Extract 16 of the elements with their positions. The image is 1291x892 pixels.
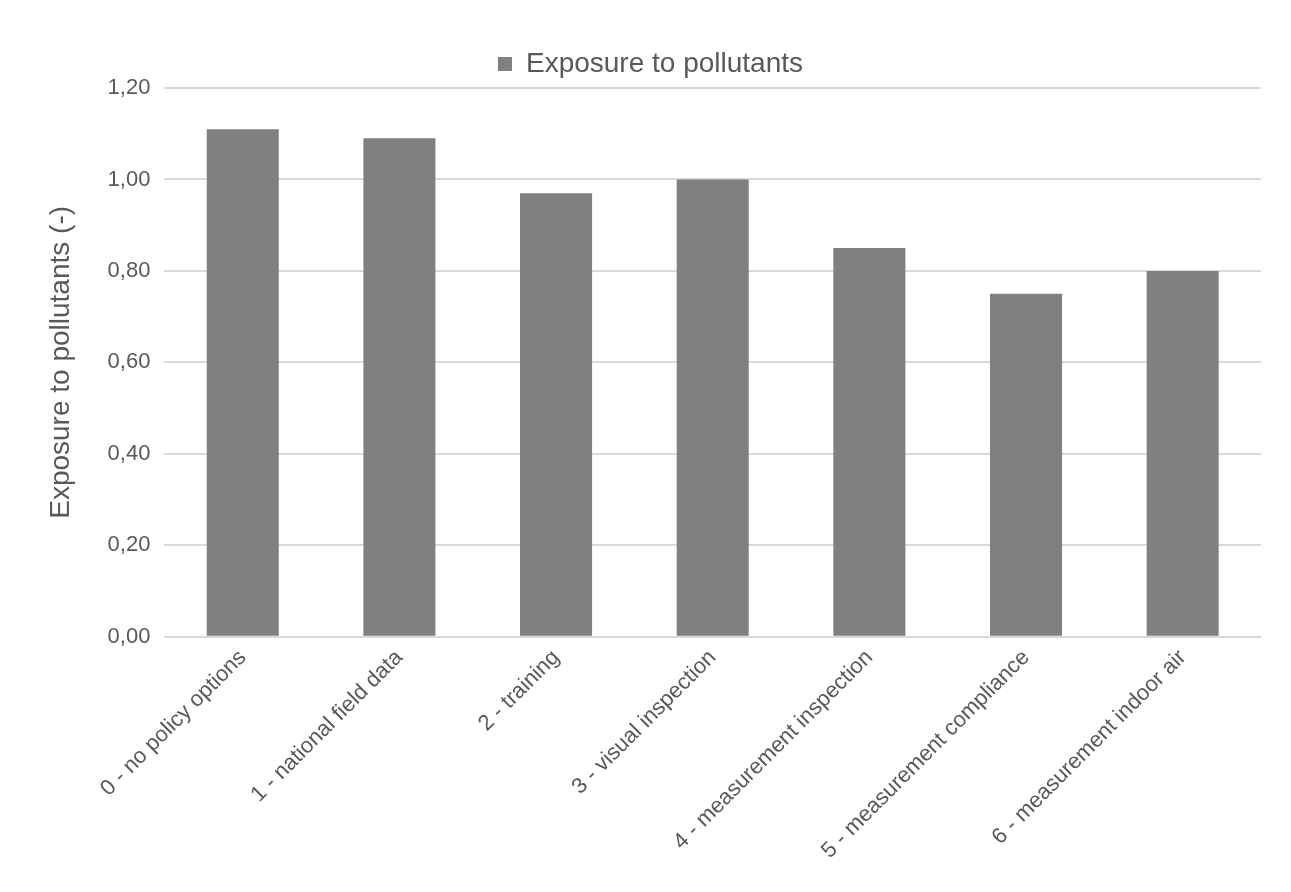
bar xyxy=(520,193,593,636)
y-tick-label: 0,60 xyxy=(107,348,151,374)
legend-label: Exposure to pollutants xyxy=(525,46,804,78)
y-tick-label: 0,80 xyxy=(107,256,151,282)
y-axis-title: Exposure to pollutants (-) xyxy=(43,205,75,519)
y-tick-label: 1,00 xyxy=(107,165,151,191)
bar xyxy=(833,248,906,636)
bar xyxy=(676,179,749,636)
bar xyxy=(989,293,1063,636)
y-tick-label: 0,40 xyxy=(107,439,151,465)
y-tick-label: 0,00 xyxy=(107,622,151,648)
bar xyxy=(1146,270,1219,636)
bar xyxy=(363,138,436,636)
y-tick-label: 1,20 xyxy=(107,74,151,100)
bar xyxy=(206,129,279,636)
y-tick-label: 0,20 xyxy=(107,531,151,557)
